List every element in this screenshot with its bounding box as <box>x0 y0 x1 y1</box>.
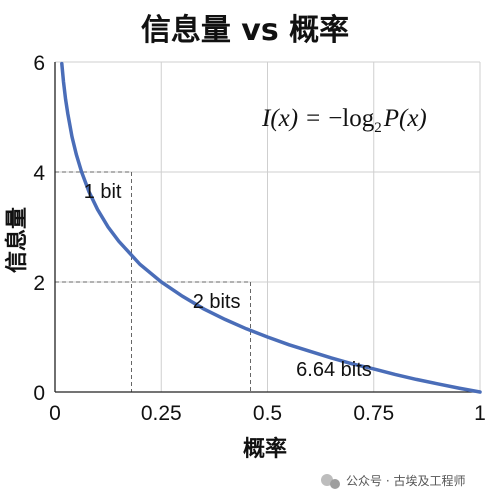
y-tick-label: 6 <box>33 52 45 75</box>
x-tick-label: 1 <box>474 402 486 425</box>
y-tick-label: 4 <box>33 162 45 185</box>
formula: I(x) = −log2P(x) <box>261 105 427 136</box>
y-tick-labels: 0 2 4 6 <box>33 52 45 405</box>
chart-title: 信息量 vs 概率 <box>141 13 349 48</box>
x-tick-label: 0.25 <box>141 402 182 425</box>
series-line <box>60 61 482 394</box>
guide-lines <box>55 171 251 392</box>
x-tick-label: 0.5 <box>253 402 282 425</box>
formula-rhs: P(x) <box>383 105 427 132</box>
svg-text:I(x)=−log2P(x): I(x) = −log2P(x) <box>261 105 427 136</box>
x-tick-labels: 0 0.25 0.5 0.75 1 <box>49 402 486 425</box>
x-tick-label: 0 <box>49 402 61 425</box>
y-axis-label: 信息量 <box>4 207 30 273</box>
annotation-label: 6.64 bits <box>296 359 372 381</box>
watermark: 公众号 · 古埃及工程师 <box>321 473 465 489</box>
x-axis-label: 概率 <box>243 436 287 462</box>
y-tick-label: 2 <box>33 272 45 295</box>
annotations: 1 bit 2 bits 6.64 bits <box>84 181 372 381</box>
x-tick-label: 0.75 <box>353 402 394 425</box>
formula-base: 2 <box>374 120 382 136</box>
y-tick-label: 0 <box>33 382 45 405</box>
formula-lhs: I(x) <box>261 105 298 132</box>
formula-minus-log: −log <box>328 105 375 132</box>
formula-equals: = <box>306 105 320 132</box>
wechat-icon <box>321 474 340 489</box>
annotation-label: 1 bit <box>84 181 122 203</box>
annotation-label: 2 bits <box>193 291 241 313</box>
watermark-text: 公众号 · 古埃及工程师 <box>346 473 465 488</box>
